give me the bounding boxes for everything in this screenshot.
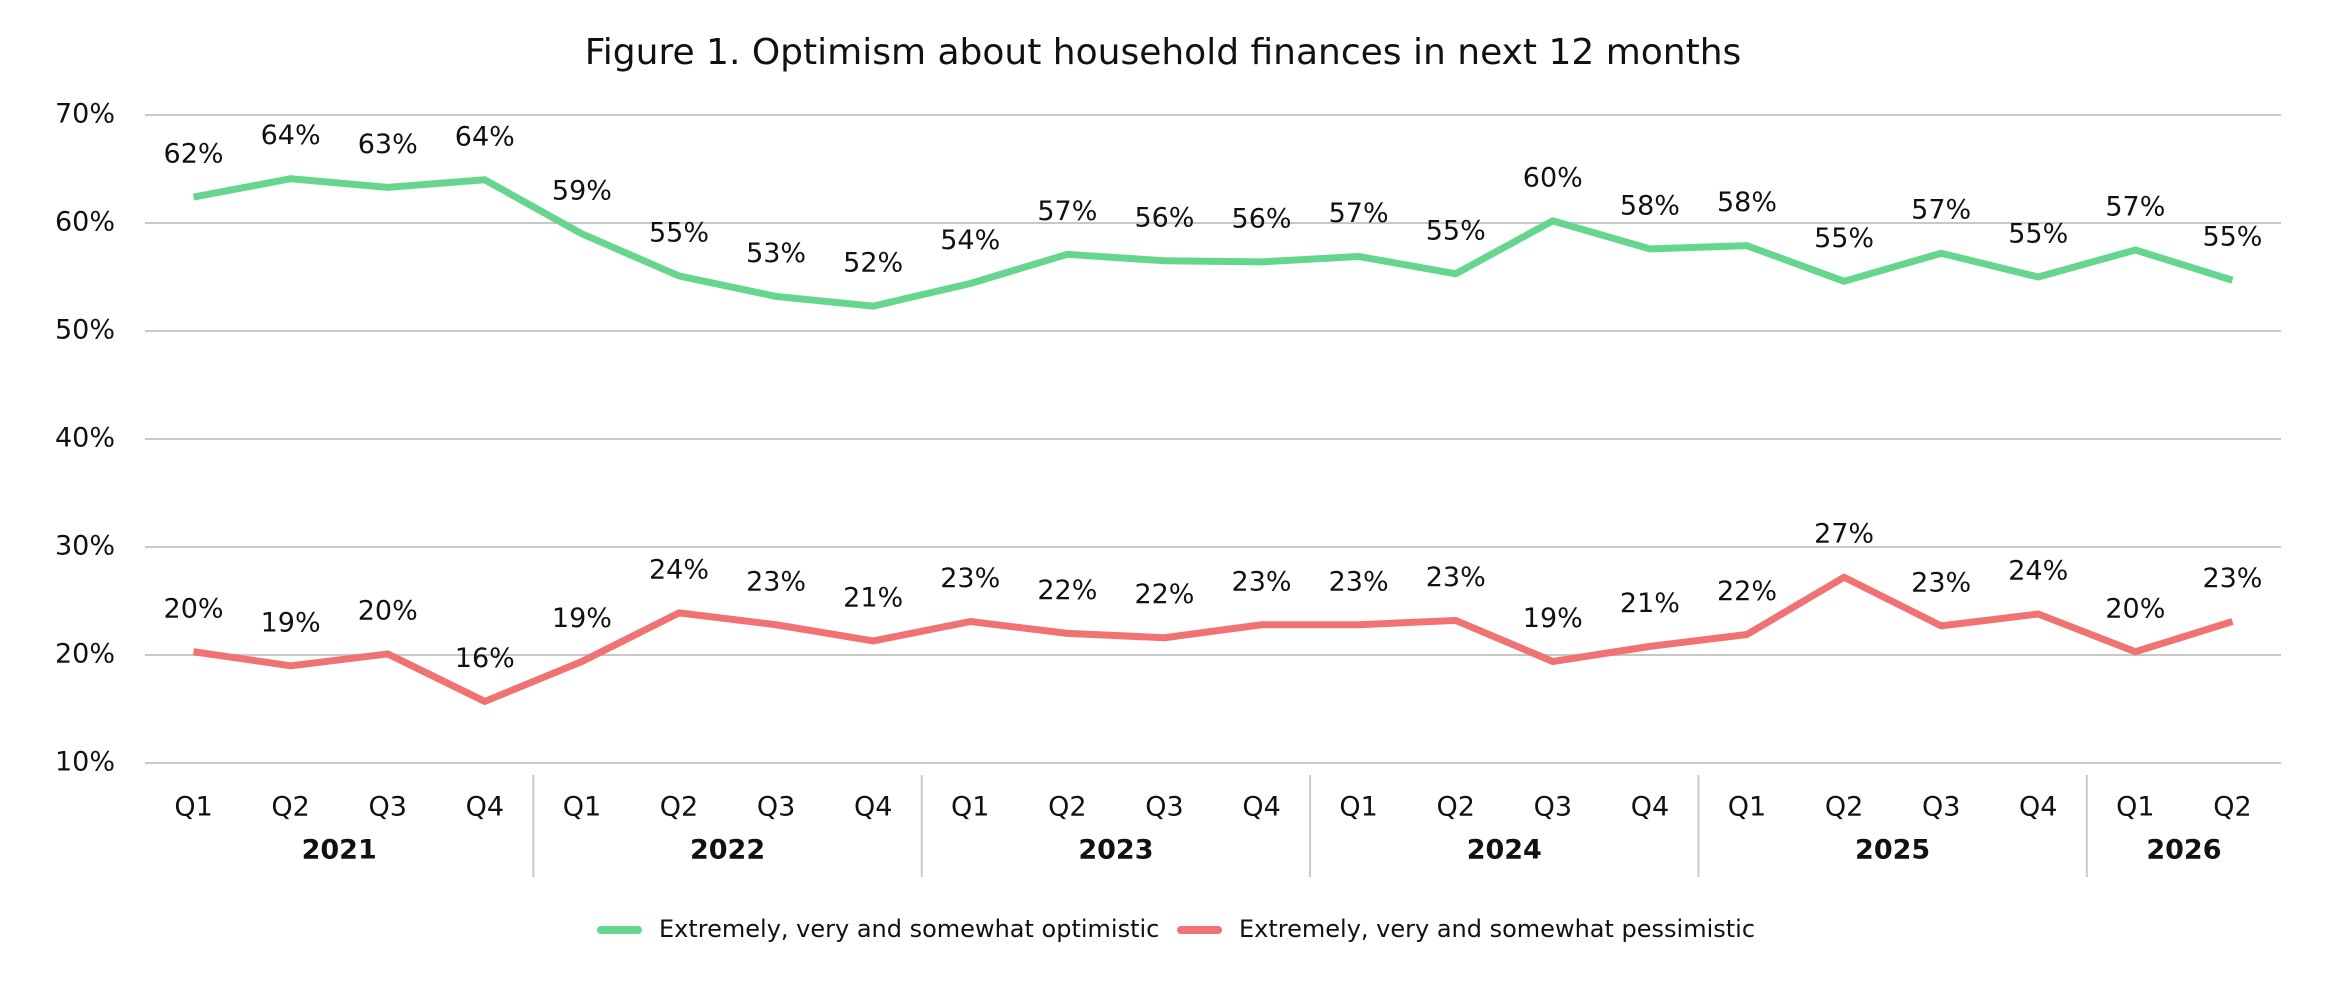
data-label: 22% bbox=[1134, 579, 1194, 610]
x-tick-label: Q4 bbox=[1631, 792, 1669, 823]
data-label: 20% bbox=[164, 593, 224, 624]
data-label: 64% bbox=[261, 120, 321, 151]
x-tick-label: Q1 bbox=[2116, 792, 2154, 823]
x-group-label: 2026 bbox=[2146, 835, 2221, 866]
legend-label: Extremely, very and somewhat pessimistic bbox=[1239, 915, 1755, 943]
data-label: 23% bbox=[1426, 562, 1486, 593]
series-line bbox=[193, 573, 2234, 705]
x-tick-label: Q4 bbox=[466, 792, 504, 823]
data-label: 62% bbox=[164, 139, 224, 170]
data-label: 56% bbox=[1134, 202, 1194, 233]
data-label: 23% bbox=[1329, 566, 1389, 597]
x-group-label: 2023 bbox=[1078, 835, 1153, 866]
x-group-label: 2022 bbox=[690, 835, 765, 866]
data-label: 27% bbox=[1814, 519, 1874, 550]
data-label: 19% bbox=[552, 603, 612, 634]
data-label: 23% bbox=[746, 566, 806, 597]
x-tick-label: Q1 bbox=[563, 792, 601, 823]
x-tick-label: Q1 bbox=[951, 792, 989, 823]
data-label: 16% bbox=[455, 643, 515, 674]
x-group-label: 2024 bbox=[1467, 835, 1542, 866]
data-label: 64% bbox=[455, 121, 515, 152]
data-label: 24% bbox=[649, 554, 709, 585]
series-line bbox=[192, 175, 2234, 310]
data-label: 59% bbox=[552, 175, 612, 206]
y-tick-label: 60% bbox=[55, 207, 115, 238]
data-label: 57% bbox=[1911, 195, 1971, 226]
x-tick-label: Q3 bbox=[1534, 792, 1572, 823]
data-label: 60% bbox=[1523, 162, 1583, 193]
data-label: 19% bbox=[1523, 603, 1583, 634]
x-tick-label: Q2 bbox=[2213, 792, 2251, 823]
y-tick-label: 50% bbox=[55, 315, 115, 346]
data-label: 55% bbox=[2008, 219, 2068, 250]
x-tick-label: Q3 bbox=[1922, 792, 1960, 823]
data-label: 58% bbox=[1717, 187, 1777, 218]
x-tick-label: Q3 bbox=[369, 792, 407, 823]
data-label: 23% bbox=[2202, 563, 2262, 594]
data-label: 22% bbox=[1037, 575, 1097, 606]
data-label: 57% bbox=[1329, 198, 1389, 229]
x-tick-label: Q2 bbox=[271, 792, 309, 823]
data-label: 23% bbox=[940, 563, 1000, 594]
data-label: 55% bbox=[1814, 223, 1874, 254]
x-tick-label: Q3 bbox=[757, 792, 795, 823]
data-label: 53% bbox=[746, 238, 806, 269]
data-label: 56% bbox=[1232, 203, 1292, 234]
x-tick-label: Q4 bbox=[2019, 792, 2057, 823]
x-tick-label: Q2 bbox=[1437, 792, 1475, 823]
x-tick-label: Q3 bbox=[1145, 792, 1183, 823]
x-tick-label: Q4 bbox=[1242, 792, 1280, 823]
data-label: 57% bbox=[1037, 196, 1097, 227]
x-tick-label: Q2 bbox=[660, 792, 698, 823]
x-tick-label: Q1 bbox=[1339, 792, 1377, 823]
x-group-label: 2021 bbox=[302, 835, 377, 866]
chart-title: Figure 1. Optimism about household finan… bbox=[585, 32, 1742, 73]
data-label: 22% bbox=[1717, 576, 1777, 607]
data-label: 54% bbox=[940, 225, 1000, 256]
data-label: 20% bbox=[2105, 593, 2165, 624]
x-group-label: 2025 bbox=[1855, 835, 1930, 866]
data-label: 24% bbox=[2008, 555, 2068, 586]
x-tick-label: Q1 bbox=[1728, 792, 1766, 823]
data-label: 58% bbox=[1620, 190, 1680, 221]
data-label: 63% bbox=[358, 129, 418, 160]
y-tick-label: 30% bbox=[55, 531, 115, 562]
y-tick-label: 70% bbox=[55, 99, 115, 130]
data-label: 57% bbox=[2105, 192, 2165, 223]
x-tick-label: Q1 bbox=[174, 792, 212, 823]
x-tick-label: Q2 bbox=[1825, 792, 1863, 823]
data-label: 52% bbox=[843, 248, 903, 279]
data-label: 23% bbox=[1232, 566, 1292, 597]
data-label: 19% bbox=[261, 607, 321, 638]
data-label: 20% bbox=[358, 595, 418, 626]
x-tick-label: Q4 bbox=[854, 792, 892, 823]
data-label: 55% bbox=[2202, 222, 2262, 253]
y-tick-label: 40% bbox=[55, 423, 115, 454]
x-tick-label: Q2 bbox=[1048, 792, 1086, 823]
data-label: 55% bbox=[649, 217, 709, 248]
y-tick-label: 20% bbox=[55, 639, 115, 670]
legend-label: Extremely, very and somewhat optimistic bbox=[659, 915, 1159, 943]
data-label: 55% bbox=[1426, 215, 1486, 246]
y-tick-label: 10% bbox=[55, 747, 115, 778]
data-label: 23% bbox=[1911, 567, 1971, 598]
data-label: 21% bbox=[843, 582, 903, 613]
data-label: 21% bbox=[1620, 588, 1680, 619]
